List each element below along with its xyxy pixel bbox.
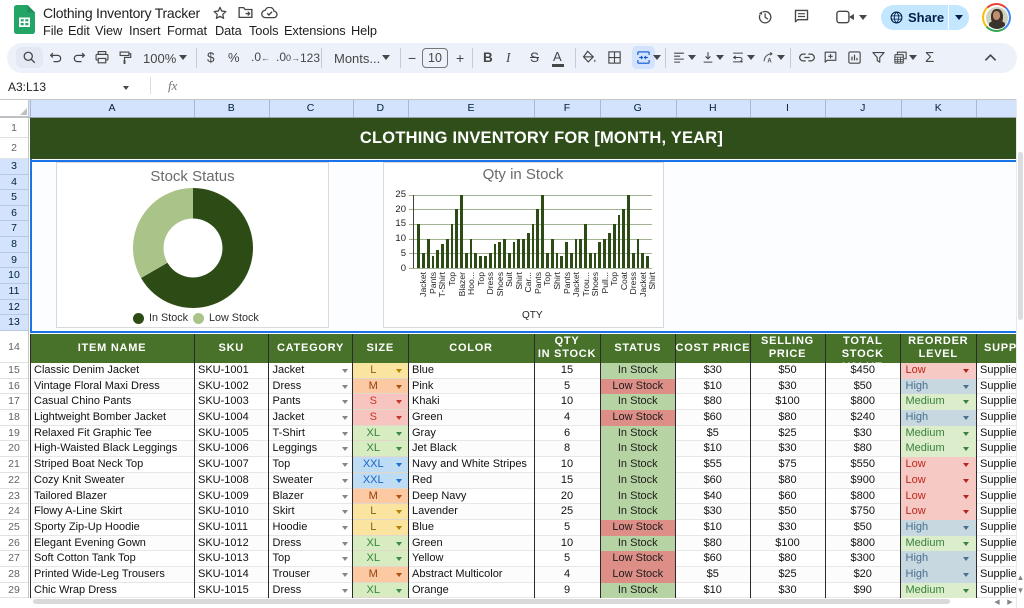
svg-text:A: A xyxy=(767,58,772,64)
